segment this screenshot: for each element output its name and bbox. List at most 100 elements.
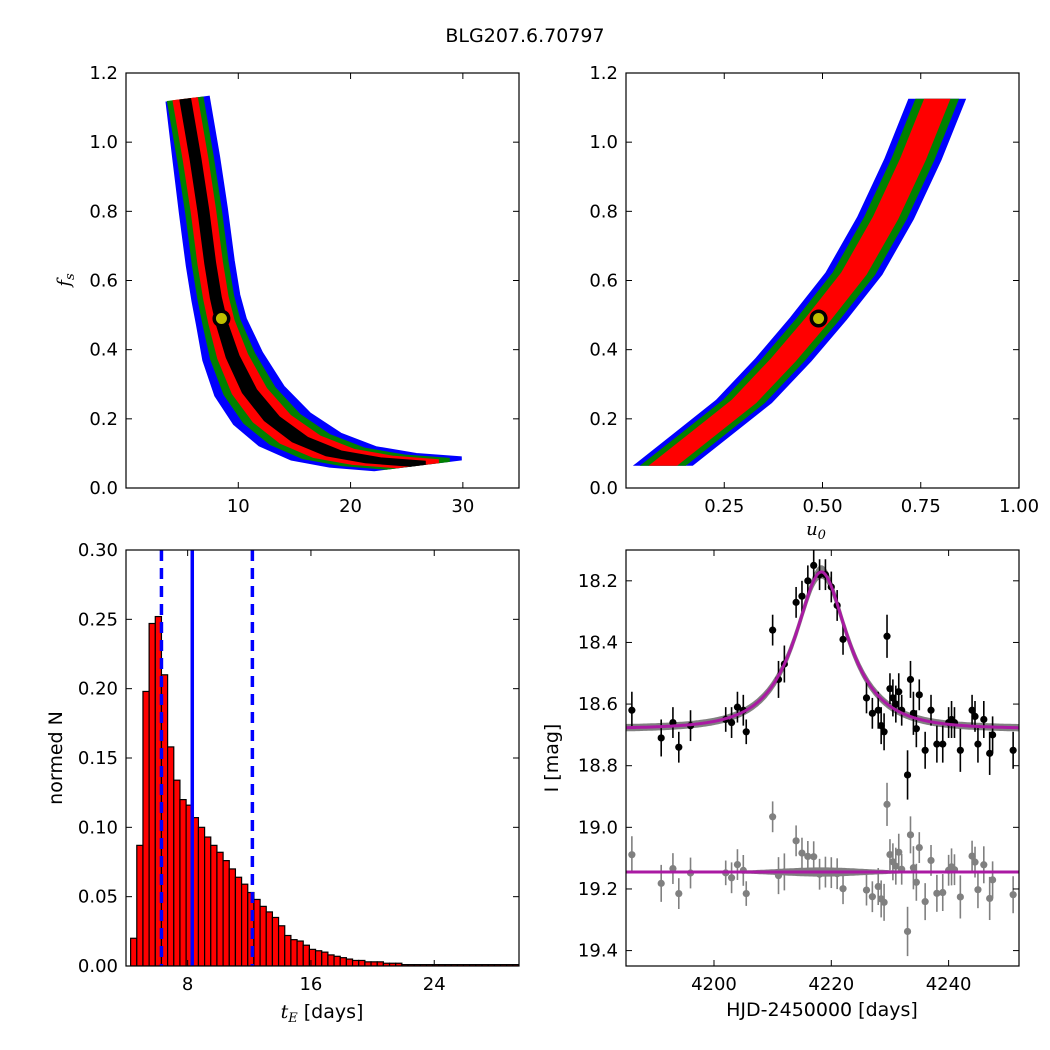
lightcurve-point (669, 718, 677, 727)
residual-point (971, 858, 979, 866)
tE-fs-ytick-label: 1.0 (89, 132, 118, 153)
lightcurve-ytick-label: 18.8 (578, 756, 618, 777)
lightcurve-ytick-label: 18.6 (578, 694, 618, 715)
lightcurve-xtick-label: 4220 (808, 974, 854, 995)
tE-fs-region-core (179, 97, 426, 467)
lightcurve-frame (625, 549, 1020, 967)
panel-lightcurve: 4200 4220 4240 18.2 18.4 18.6 18.8 19.0 19.2 19.4… (541, 549, 1020, 1021)
residual-point (886, 850, 894, 859)
u0-fs-ytick-label: 0.2 (589, 409, 618, 430)
lightcurve-xlabel: HJD-2450000 [days] (726, 999, 918, 1021)
tE-hist-bar (345, 958, 354, 966)
u0-fs-ytick-label: 1.2 (589, 63, 618, 84)
u0-fs-ytick-label: 0.4 (589, 340, 618, 361)
tE-hist-bar (136, 844, 144, 966)
lightcurve-point (968, 706, 976, 714)
tE-hist-bar (210, 844, 218, 966)
lightcurve-point (804, 577, 812, 585)
tE-fs-ytick-label: 1.2 (89, 63, 118, 84)
u0-fs-ytick-label: 0.6 (589, 271, 618, 292)
u0-fs-plot-area (632, 98, 967, 466)
tE-hist-ytick-label: 0.05 (78, 887, 118, 908)
lightcurve-ylabel: I [mag] (541, 724, 563, 793)
residual-point (798, 849, 806, 857)
tE-hist-bar (271, 916, 280, 966)
residual-point (862, 886, 871, 894)
tE-hist-plot-area (130, 550, 519, 966)
lightcurve-point (769, 626, 777, 634)
tE-fs-xtick-label: 30 (451, 496, 474, 517)
lightcurve-point (892, 700, 900, 708)
residual-point (956, 893, 964, 901)
lightcurve-point (810, 561, 818, 570)
u0-fs-xtick-label: 0.25 (704, 496, 744, 517)
residual-point (974, 886, 982, 894)
tE-hist-bar (321, 951, 329, 966)
tE-hist-bar (173, 779, 181, 966)
residual-point (892, 862, 900, 870)
tE-hist-bar (167, 746, 175, 966)
lightcurve-point (727, 718, 736, 727)
tE-hist-bar (364, 961, 372, 966)
lightcurve-point (971, 712, 979, 721)
residual-point (903, 927, 912, 936)
tE-hist-bar (290, 939, 298, 966)
tE-hist-ytick-label: 0.10 (78, 817, 118, 838)
u0-fs-axes: 0.25 0.50 0.75 1.00 0.0 0.2 0.4 0.6 0.8 1.0 1.2 (589, 63, 1039, 517)
residual-point (769, 813, 777, 821)
residual-point (669, 864, 677, 873)
tE-hist-bar (308, 948, 317, 966)
tE-hist-bar (148, 622, 156, 966)
lightcurve-point (933, 740, 941, 748)
u0-fs-ytick-label: 0.8 (589, 201, 618, 222)
lightcurve-point (886, 685, 894, 693)
tE-hist-bar (197, 826, 206, 966)
residual-point (792, 837, 800, 845)
tE-hist-xtick-label: 8 (182, 974, 193, 995)
tE-hist-bar (222, 860, 230, 966)
tE-hist-bar (314, 950, 323, 966)
lightcurve-point (877, 722, 885, 730)
panel-tE-fs: 10 20 300.00.20.40.60.81.01.2 fs (54, 63, 520, 517)
lightcurve-point (974, 740, 982, 748)
lightcurve-point (927, 706, 935, 714)
u0-fs-best-fit-marker (813, 313, 825, 325)
tE-fs-plot-area (165, 95, 462, 472)
lightcurve-point (675, 743, 683, 751)
tE-fs-ytick-label: 0.8 (89, 201, 118, 222)
lightcurve-point (657, 734, 665, 742)
tE-hist-bar (216, 851, 224, 966)
lightcurve-point (742, 728, 750, 736)
lightcurve-point (798, 592, 806, 600)
lightcurve-point (980, 715, 988, 724)
residual-point (939, 888, 947, 897)
residual-point (733, 861, 742, 869)
tE-hist-ylabel: normed N (45, 711, 67, 805)
u0-fs-xtick-label: 0.50 (802, 496, 842, 517)
tE-hist-bar (265, 911, 274, 966)
residual-point (933, 889, 941, 897)
residual-point (906, 831, 915, 839)
lightcurve-point (792, 598, 800, 606)
tE-hist-bar (204, 836, 212, 966)
tE-fs-axes: 10 20 30 0.0 0.2 0.4 0.6 0.8 1.0 1.2 (89, 63, 520, 517)
residual-point (912, 878, 920, 886)
residual-point (628, 851, 636, 859)
lightcurve-ytick-label: 19.4 (578, 941, 618, 962)
residual-point (727, 874, 736, 882)
figure-title: BLG207.6.70797 (445, 25, 604, 47)
tE-hist-bar (253, 898, 261, 966)
lightcurve-ytick-label: 18.4 (578, 632, 618, 653)
tE-hist-bar (370, 961, 378, 966)
residual-point (915, 843, 923, 852)
tE-fs-ytick-label: 0.0 (89, 478, 118, 499)
tE-hist-bar (333, 955, 341, 966)
lightcurve-point (986, 749, 994, 757)
lightcurve-point (880, 728, 888, 736)
tE-hist-bar (259, 905, 267, 966)
tE-hist-bar (277, 925, 286, 966)
residual-point (868, 893, 876, 901)
residual-point (657, 879, 665, 887)
lightcurve-point (915, 691, 923, 699)
lightcurve-point (868, 709, 876, 717)
